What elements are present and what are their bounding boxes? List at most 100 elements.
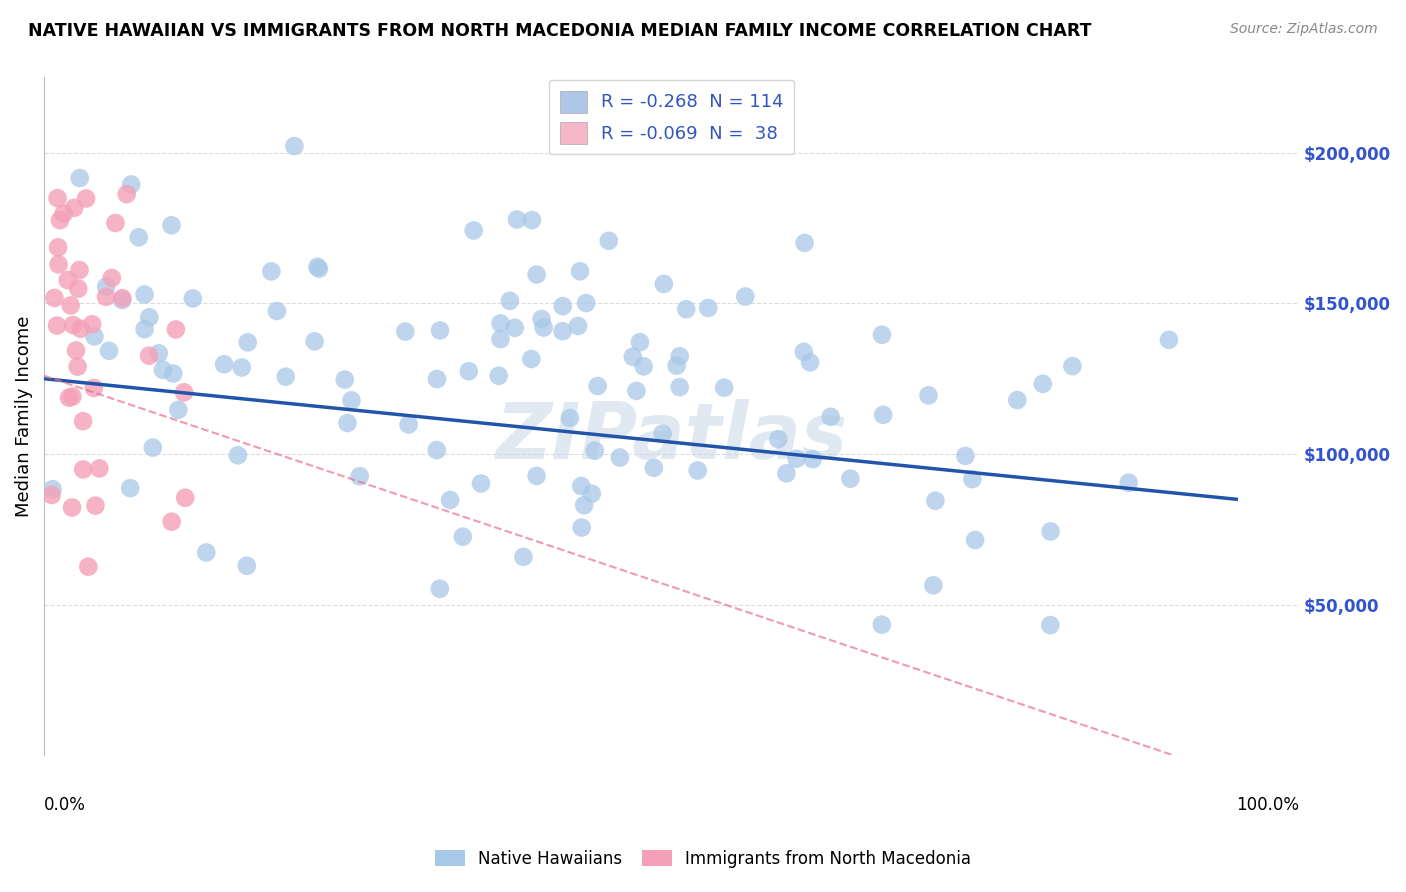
Point (160, 515, 183, 529)
Point (786, 451, 808, 466)
Point (41, 488, 63, 502)
Point (165, 322, 187, 336)
Point (111, 293, 134, 307)
Point (67, 282, 90, 296)
Point (333, 373, 356, 387)
Point (89, 461, 111, 475)
Point (62, 318, 84, 332)
Point (62, 389, 84, 403)
Point (152, 363, 174, 377)
Point (60, 500, 83, 515)
Point (115, 187, 138, 202)
Point (575, 296, 598, 310)
Point (488, 368, 510, 383)
Point (1118, 475, 1140, 490)
Point (308, 261, 330, 276)
Point (583, 443, 606, 458)
Point (1157, 333, 1180, 347)
Point (917, 388, 939, 402)
Point (142, 441, 165, 455)
Point (530, 312, 553, 326)
Point (128, 230, 150, 244)
Point (72, 462, 94, 476)
Point (870, 327, 893, 342)
Point (226, 448, 249, 462)
Point (138, 310, 160, 325)
Point (69, 321, 91, 335)
Point (304, 334, 326, 349)
Point (470, 476, 492, 491)
Point (394, 325, 416, 339)
Point (52, 206, 75, 220)
Point (571, 520, 593, 534)
Point (451, 530, 474, 544)
Point (83, 329, 105, 343)
Point (626, 384, 648, 398)
Point (231, 360, 253, 375)
Point (44, 291, 66, 305)
Point (104, 216, 127, 230)
Point (962, 472, 984, 486)
Point (212, 357, 235, 371)
Point (801, 452, 824, 467)
Point (581, 486, 603, 500)
Point (46, 240, 69, 254)
Point (46, 191, 69, 205)
Text: NATIVE HAWAIIAN VS IMMIGRANTS FROM NORTH MACEDONIA MEDIAN FAMILY INCOME CORRELAT: NATIVE HAWAIIAN VS IMMIGRANTS FROM NORTH… (28, 22, 1091, 40)
Point (439, 492, 461, 507)
Point (283, 139, 305, 153)
Point (426, 372, 449, 386)
Point (120, 481, 142, 495)
Point (713, 381, 735, 395)
Point (48, 257, 70, 271)
Point (775, 467, 797, 481)
Point (686, 463, 709, 477)
Point (340, 393, 363, 408)
Point (429, 582, 451, 596)
Point (799, 355, 821, 369)
Point (551, 299, 574, 313)
Point (526, 468, 548, 483)
Point (56, 273, 79, 287)
Point (101, 271, 124, 285)
Point (398, 417, 420, 432)
Point (69, 171, 91, 186)
Point (793, 235, 815, 250)
Point (162, 367, 184, 381)
Point (520, 213, 543, 227)
Y-axis label: Median Family Income: Median Family Income (15, 316, 32, 517)
Point (274, 369, 297, 384)
Legend: R = -0.268  N = 114, R = -0.069  N =  38: R = -0.268 N = 114, R = -0.069 N = 38 (548, 79, 794, 154)
Point (1032, 376, 1054, 391)
Point (236, 335, 259, 350)
Point (181, 292, 204, 306)
Point (572, 498, 595, 512)
Point (665, 359, 688, 373)
Point (839, 472, 862, 486)
Point (872, 408, 894, 422)
Point (734, 289, 756, 303)
Point (643, 460, 665, 475)
Point (98, 343, 121, 358)
Point (77, 559, 100, 574)
Point (668, 349, 690, 363)
Point (167, 402, 190, 417)
Point (84, 499, 107, 513)
Point (586, 379, 609, 393)
Point (429, 323, 451, 337)
Point (46, 318, 69, 333)
Point (820, 409, 842, 424)
Point (41, 482, 63, 496)
Point (499, 293, 522, 308)
Text: 100.0%: 100.0% (1236, 796, 1299, 814)
Point (489, 317, 512, 331)
Point (955, 449, 977, 463)
Point (609, 450, 631, 465)
Point (520, 352, 543, 367)
Point (697, 301, 720, 315)
Text: ZIPatlas: ZIPatlas (495, 399, 848, 475)
Point (195, 545, 218, 559)
Point (160, 219, 183, 233)
Point (138, 349, 160, 363)
Text: Source: ZipAtlas.com: Source: ZipAtlas.com (1230, 22, 1378, 37)
